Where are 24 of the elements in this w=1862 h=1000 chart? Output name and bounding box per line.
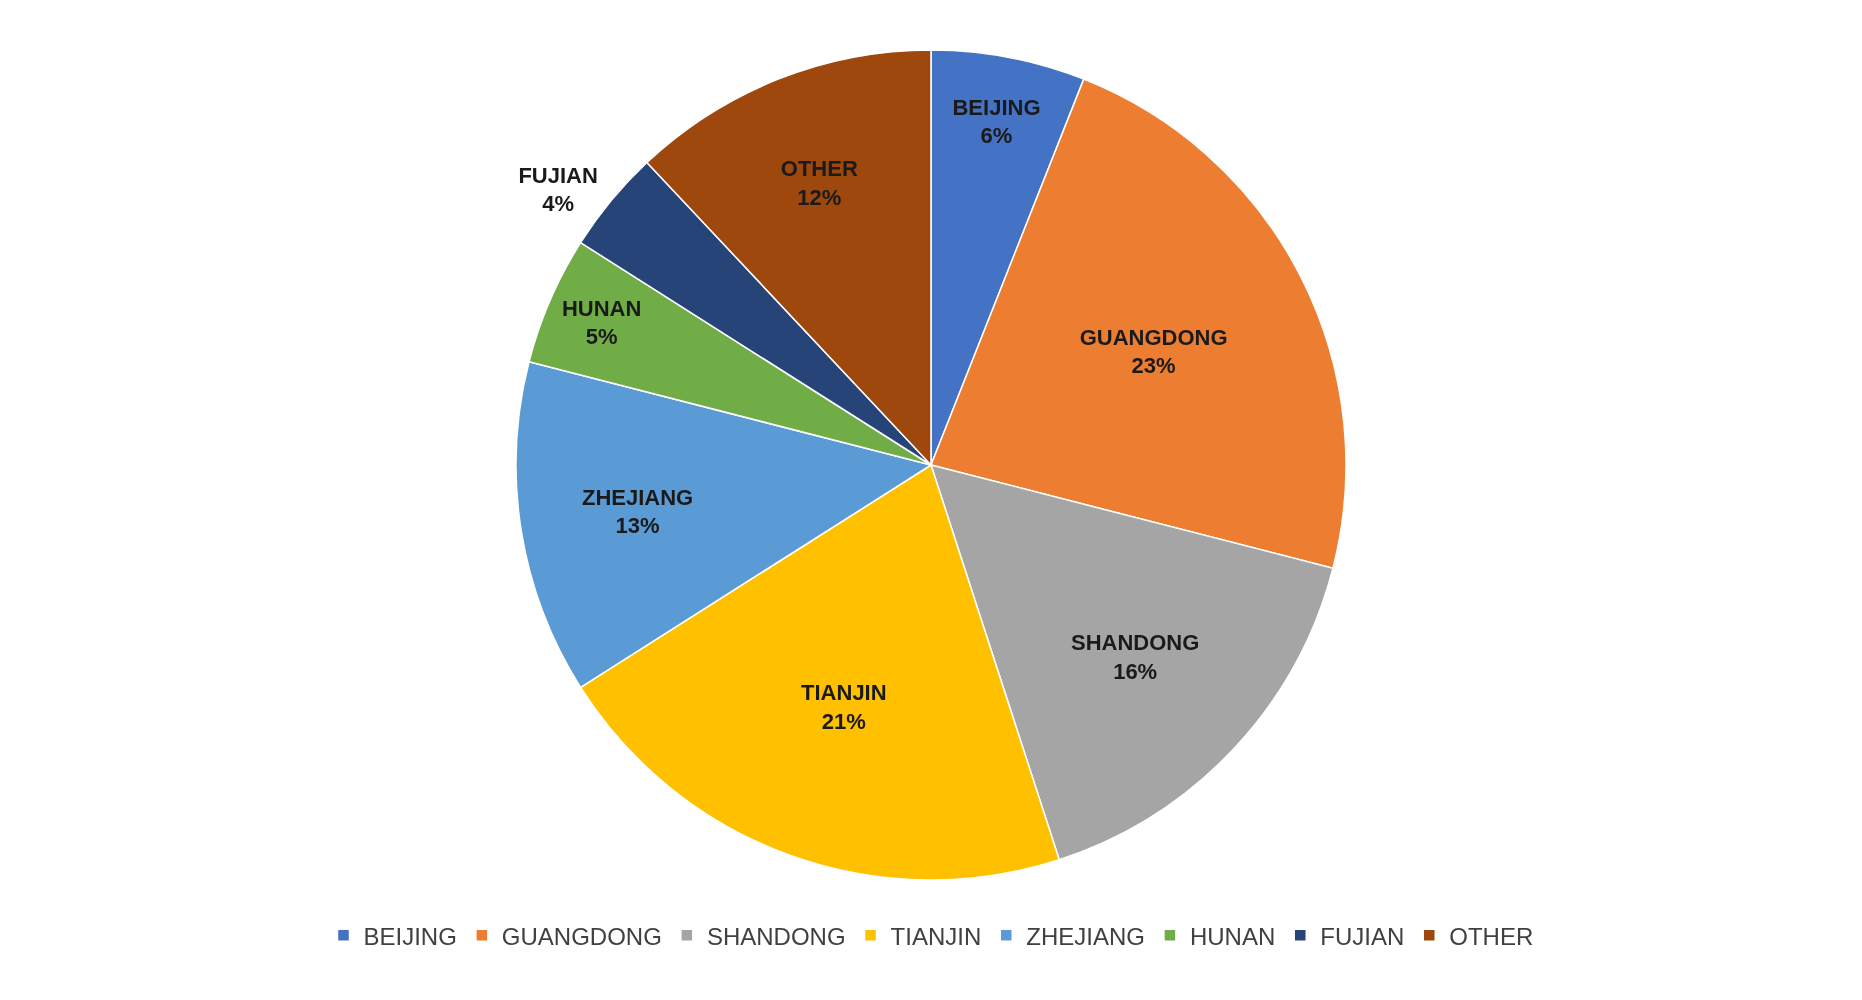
slice-label: SHANDONG — [1070, 629, 1200, 655]
legend-label: OTHER — [1449, 922, 1534, 950]
legend-label: ZHEJIANG — [1026, 922, 1145, 950]
legend-label: HUNAN — [1189, 922, 1276, 950]
slice-label: FUJIAN — [518, 162, 598, 188]
data-label: 4% — [542, 191, 575, 217]
data-label: 16% — [1113, 658, 1158, 684]
legend-label: TIANJIN — [890, 922, 982, 950]
slice-label: TIANJIN — [801, 680, 887, 706]
slice-label: OTHER — [780, 156, 858, 182]
data-label: 23% — [1131, 353, 1176, 379]
slice-label: GUANGDONG — [1079, 324, 1228, 350]
legend-label: SHANDONG — [706, 922, 846, 950]
slice-label: HUNAN — [561, 295, 642, 321]
data-label: 13% — [615, 513, 660, 539]
slice-label: ZHEJIANG — [582, 484, 694, 510]
data-label: 6% — [980, 123, 1013, 149]
slice-label: BEIJING — [952, 94, 1041, 120]
legend-label: FUJIAN — [1320, 922, 1405, 950]
data-label: 12% — [797, 184, 842, 210]
legend-label: GUANGDONG — [501, 922, 662, 950]
legend-label: BEIJING — [363, 922, 457, 950]
data-label: 21% — [821, 708, 866, 734]
data-label: 5% — [585, 324, 618, 350]
